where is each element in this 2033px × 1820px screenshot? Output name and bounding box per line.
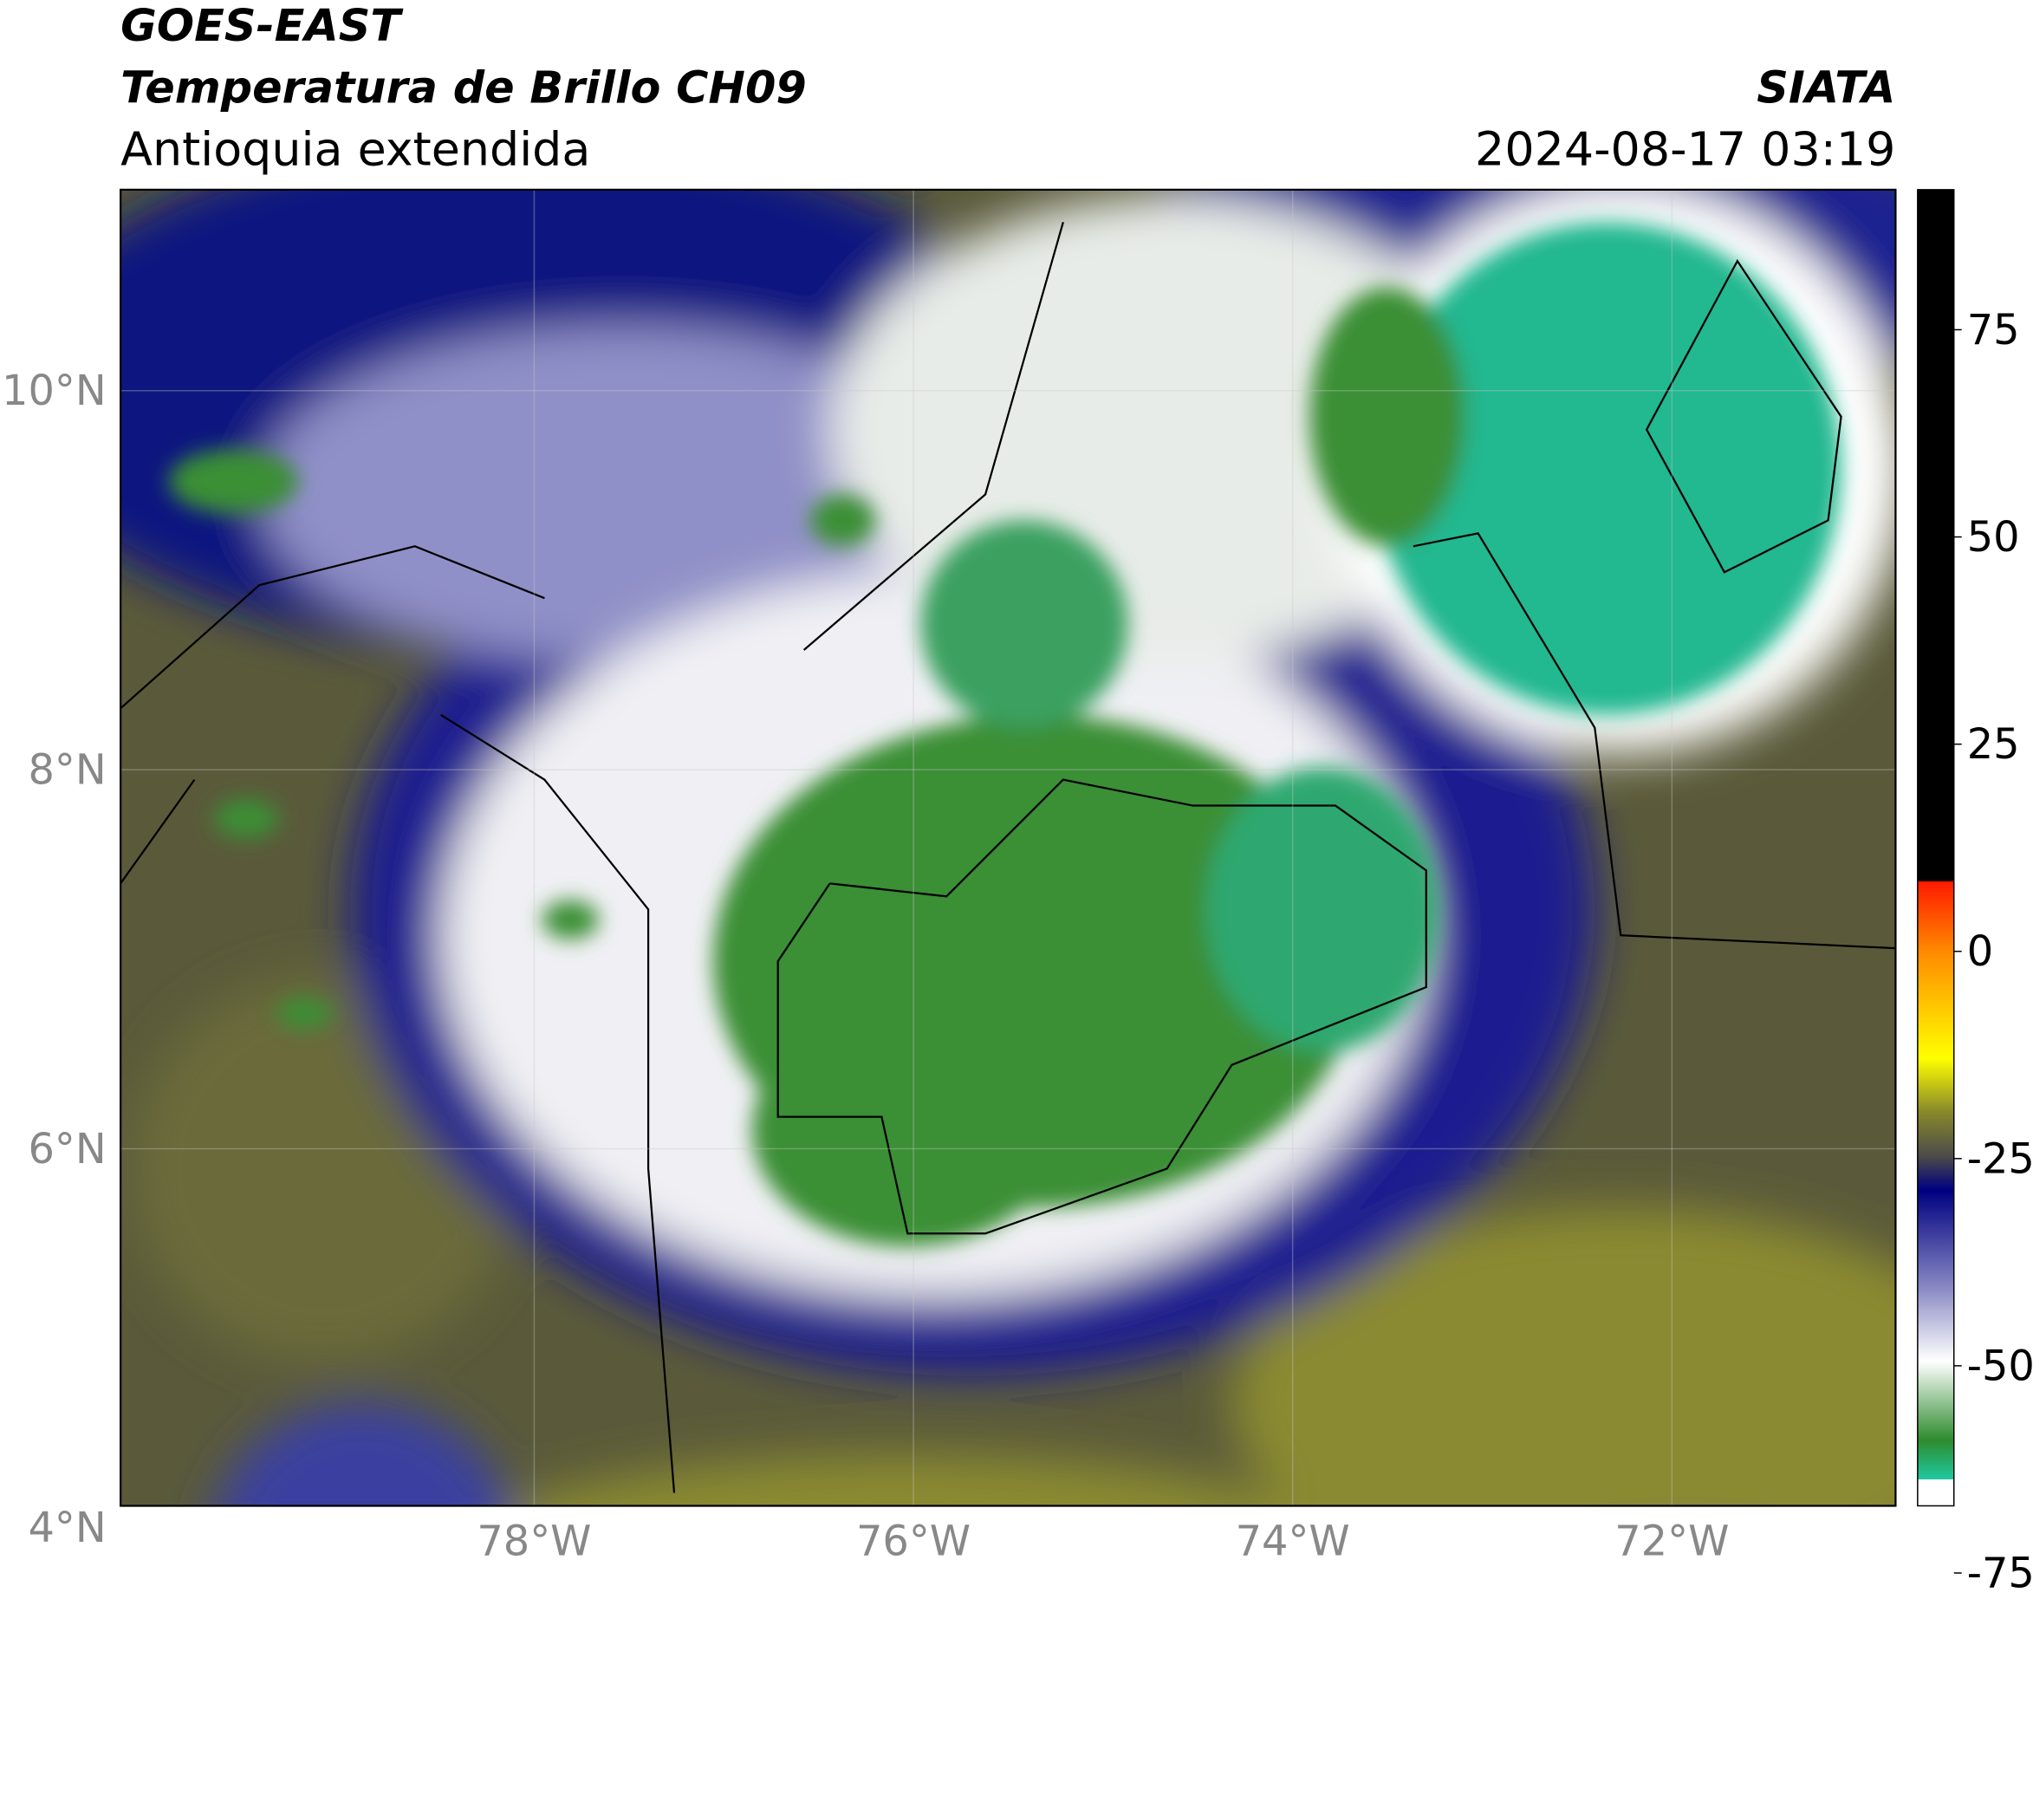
colorbar-ticks: 75 50 25 0 -25 -50 -75 bbox=[1953, 307, 2033, 1597]
region: Antioquia extendida bbox=[120, 121, 590, 176]
map-frame bbox=[120, 188, 1897, 1507]
colorbar-tick-label: -25 bbox=[1967, 1135, 2033, 1183]
lat-label: 6°N bbox=[28, 1126, 106, 1173]
lat-label: 10°N bbox=[2, 367, 107, 415]
lon-label: 72°W bbox=[1614, 1518, 1729, 1565]
graticule bbox=[120, 189, 1896, 1506]
borders bbox=[120, 221, 1896, 1493]
colorbar-tick-label: -75 bbox=[1967, 1550, 2033, 1597]
lat-label: 8°N bbox=[28, 747, 106, 795]
lat-label: 4°N bbox=[28, 1505, 106, 1552]
colorbar bbox=[1917, 189, 1955, 1507]
colorbar-tick-label: 25 bbox=[1967, 721, 2020, 769]
colorbar-tick-label: 0 bbox=[1967, 928, 1993, 976]
colorbar-tick-label: -50 bbox=[1967, 1342, 2033, 1390]
colorbar-tick-label: 50 bbox=[1967, 514, 2020, 562]
satellite-image bbox=[120, 189, 1896, 1506]
timestamp: 2024-08-17 03:19 bbox=[1475, 121, 1895, 176]
lon-label: 74°W bbox=[1236, 1518, 1350, 1565]
subtitle: Temperatura de Brillo CH09 bbox=[120, 62, 807, 114]
axes: 10°N 8°N 6°N 4°N 78°W 76°W 74°W 72°W bbox=[2, 367, 1729, 1565]
lon-label: 76°W bbox=[856, 1518, 971, 1565]
source: SIATA bbox=[1757, 62, 1895, 114]
colorbar-tick-label: 75 bbox=[1967, 307, 2020, 354]
title: GOES-EAST bbox=[120, 0, 404, 51]
lon-label: 78°W bbox=[477, 1518, 591, 1565]
